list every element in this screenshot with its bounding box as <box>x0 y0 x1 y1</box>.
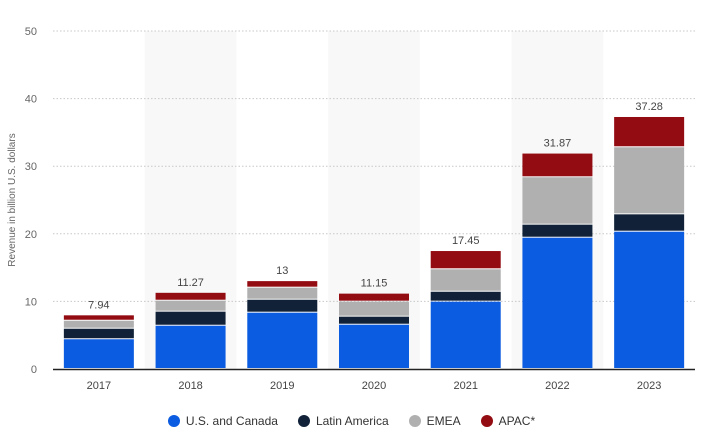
y-tick-label: 30 <box>25 161 37 173</box>
x-tick-label: 2020 <box>362 380 386 392</box>
bar-segment-emea <box>247 287 318 299</box>
total-data-label: 37.28 <box>635 101 663 113</box>
bar-segment-latin-america <box>614 214 685 231</box>
legend-marker-icon <box>297 415 310 427</box>
x-tick-label: 2017 <box>87 380 111 392</box>
bar-segment-latin-america <box>339 316 409 324</box>
legend-item[interactable]: APAC* <box>480 414 536 428</box>
x-tick-label: 2023 <box>637 380 661 392</box>
x-tick-label: 2022 <box>545 380 569 392</box>
total-data-label: 31.87 <box>544 138 572 150</box>
bar-segment-emea <box>339 301 409 316</box>
bar-segment-emea <box>614 147 685 214</box>
bar-segment-u-s-and-canada <box>63 339 134 368</box>
x-tick-label: 2021 <box>453 380 477 392</box>
bar-segment-emea <box>155 300 226 311</box>
total-data-label: 7.94 <box>88 299 109 311</box>
bar-segment-u-s-and-canada <box>522 237 593 368</box>
bar-segment-latin-america <box>155 311 226 325</box>
legend-marker-icon <box>408 415 421 427</box>
legend-label: APAC* <box>498 414 536 428</box>
bar-segment-u-s-and-canada <box>614 231 685 368</box>
legend: U.S. and Canada Latin America EMEA APAC* <box>0 414 703 428</box>
bar-segment-latin-america <box>522 224 593 237</box>
bar-segment-emea <box>63 320 134 328</box>
total-data-label: 11.27 <box>177 277 204 289</box>
legend-item[interactable]: Latin America <box>297 414 389 428</box>
legend-item[interactable]: U.S. and Canada <box>167 414 278 428</box>
stacked-bar-chart: 0 10 20 30 40 50 Revenue in billion U.S. dolla… <box>7 26 695 392</box>
bar-segment-apac- <box>247 281 318 287</box>
y-tick-label: 40 <box>25 94 37 106</box>
bar-segment-u-s-and-canada <box>339 324 409 368</box>
total-data-label: 17.45 <box>452 235 480 247</box>
bar-segment-apac- <box>155 292 226 300</box>
y-tick-label: 0 <box>31 364 37 376</box>
y-tick-label: 10 <box>25 296 37 308</box>
legend-label: Latin America <box>315 414 389 428</box>
legend-item[interactable]: EMEA <box>408 414 461 428</box>
x-tick-label: 2018 <box>178 380 202 392</box>
bar-segment-apac- <box>63 315 134 320</box>
y-tick-label: 50 <box>25 26 37 38</box>
legend-label: U.S. and Canada <box>185 414 278 428</box>
bar-segment-latin-america <box>63 328 134 339</box>
y-axis-title: Revenue in billion U.S. dollars <box>7 133 18 266</box>
bar-segment-u-s-and-canada <box>430 301 501 368</box>
x-tick-label: 2019 <box>270 380 294 392</box>
bar-segment-apac- <box>522 153 593 177</box>
legend-label: EMEA <box>426 414 461 428</box>
y-tick-label: 20 <box>25 229 37 241</box>
bar-segment-latin-america <box>430 291 501 301</box>
bar-segment-apac- <box>430 251 501 269</box>
total-data-label: 13 <box>276 265 288 277</box>
bar-segment-emea <box>522 177 593 224</box>
bar-segment-apac- <box>339 293 409 301</box>
bar-segment-u-s-and-canada <box>155 325 226 368</box>
legend-marker-icon <box>167 415 180 427</box>
legend-marker-icon <box>480 415 493 427</box>
total-data-label: 11.15 <box>361 278 388 290</box>
bar-segment-latin-america <box>247 299 318 312</box>
bar-segment-emea <box>430 269 501 291</box>
bar-segment-apac- <box>614 116 685 147</box>
bar-segment-u-s-and-canada <box>247 312 318 368</box>
